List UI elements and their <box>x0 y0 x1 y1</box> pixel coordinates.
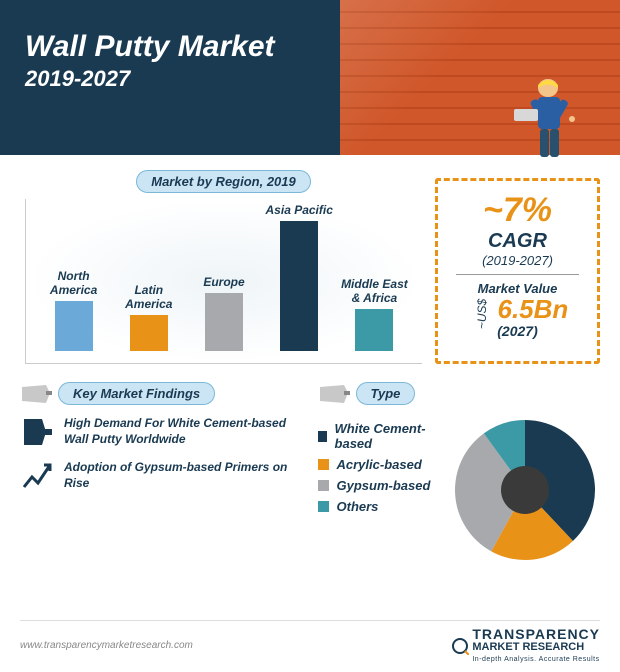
trend-arrow-icon <box>20 459 54 493</box>
type-section: White Cement-based Acrylic-based Gypsum-ba… <box>318 415 601 565</box>
bar <box>280 221 318 351</box>
header-banner: Wall Putty Market 2019-2027 <box>0 0 620 155</box>
cagr-period: (2019-2027) <box>446 253 589 268</box>
finding-item: High Demand For White Cement-based Wall … <box>20 415 303 449</box>
findings-block: Key Market Findings High Demand For Whit… <box>20 382 303 565</box>
cagr-callout: ~7% CAGR (2019-2027) Market Value ~US$ 6… <box>435 178 600 364</box>
divider <box>456 274 579 275</box>
logo-line1: TRANSPARENCY <box>472 626 600 642</box>
type-block: Type White Cement-based Acrylic-based Gyps… <box>318 382 601 565</box>
footer: www.transparencymarketresearch.com TRANS… <box>20 620 600 664</box>
bar <box>355 309 393 351</box>
logo-line2: MARKET RESEARCH <box>472 641 584 653</box>
bar-label: Middle East & Africa <box>337 277 412 305</box>
finding-text: High Demand For White Cement-based Wall … <box>64 416 303 447</box>
region-chart-block: Market by Region, 2019 North AmericaLati… <box>20 170 427 364</box>
market-value: 6.5Bn <box>498 294 569 324</box>
putty-knife-icon <box>20 415 54 449</box>
bar-label: Europe <box>203 261 244 289</box>
worker-illustration-icon <box>510 73 590 163</box>
logo-tagline: In-depth Analysis. Accurate Results <box>472 656 599 663</box>
legend-label: Gypsum-based <box>337 478 431 493</box>
trowel-icon <box>318 383 350 405</box>
donut-center <box>501 466 549 514</box>
footer-url: www.transparencymarketresearch.com <box>20 640 193 651</box>
main-title: Wall Putty Market <box>25 30 315 64</box>
finding-text: Adoption of Gypsum-based Primers on Rise <box>64 460 303 491</box>
bar-label: North America <box>36 269 111 297</box>
legend-item: Gypsum-based <box>318 478 441 493</box>
legend-item: Acrylic-based <box>318 457 441 472</box>
year-range: 2019-2027 <box>25 66 315 92</box>
type-tag: Type <box>356 382 416 405</box>
cagr-percent: ~7% <box>446 191 589 230</box>
legend-swatch <box>318 501 329 512</box>
legend-swatch <box>318 480 329 491</box>
bar <box>205 293 243 351</box>
findings-list: High Demand For White Cement-based Wall … <box>20 415 303 493</box>
bar-label: Latin America <box>111 283 186 311</box>
legend-label: Acrylic-based <box>337 457 422 472</box>
legend-label: White Cement-based <box>335 421 440 451</box>
legend-swatch <box>318 431 327 442</box>
bar <box>55 301 93 351</box>
region-bar-chart: North AmericaLatin AmericaEuropeAsia Pac… <box>25 199 422 364</box>
brand-logo: TRANSPARENCY MARKET RESEARCH In-depth An… <box>451 627 600 664</box>
legend-item: Others <box>318 499 441 514</box>
findings-tag: Key Market Findings <box>58 382 215 405</box>
brick-wall-graphic <box>340 0 620 155</box>
finding-item: Adoption of Gypsum-based Primers on Rise <box>20 459 303 493</box>
cagr-label: CAGR <box>446 230 589 253</box>
legend-label: Others <box>337 499 379 514</box>
trowel-icon <box>20 383 52 405</box>
currency-prefix: ~US$ <box>475 299 489 329</box>
legend-item: White Cement-based <box>318 421 441 451</box>
bar-label: Asia Pacific <box>266 189 333 217</box>
header-title-block: Wall Putty Market 2019-2027 <box>0 0 340 155</box>
market-value-year: (2027) <box>446 323 589 339</box>
legend-swatch <box>318 459 329 470</box>
lower-row: Key Market Findings High Demand For Whit… <box>20 382 600 565</box>
region-section: Market by Region, 2019 North AmericaLati… <box>20 170 600 364</box>
bar <box>130 315 168 351</box>
main-content: Market by Region, 2019 North AmericaLati… <box>0 155 620 575</box>
type-legend: White Cement-based Acrylic-based Gypsum-ba… <box>318 415 441 565</box>
logo-icon <box>451 637 469 655</box>
type-pie-chart <box>450 415 600 565</box>
